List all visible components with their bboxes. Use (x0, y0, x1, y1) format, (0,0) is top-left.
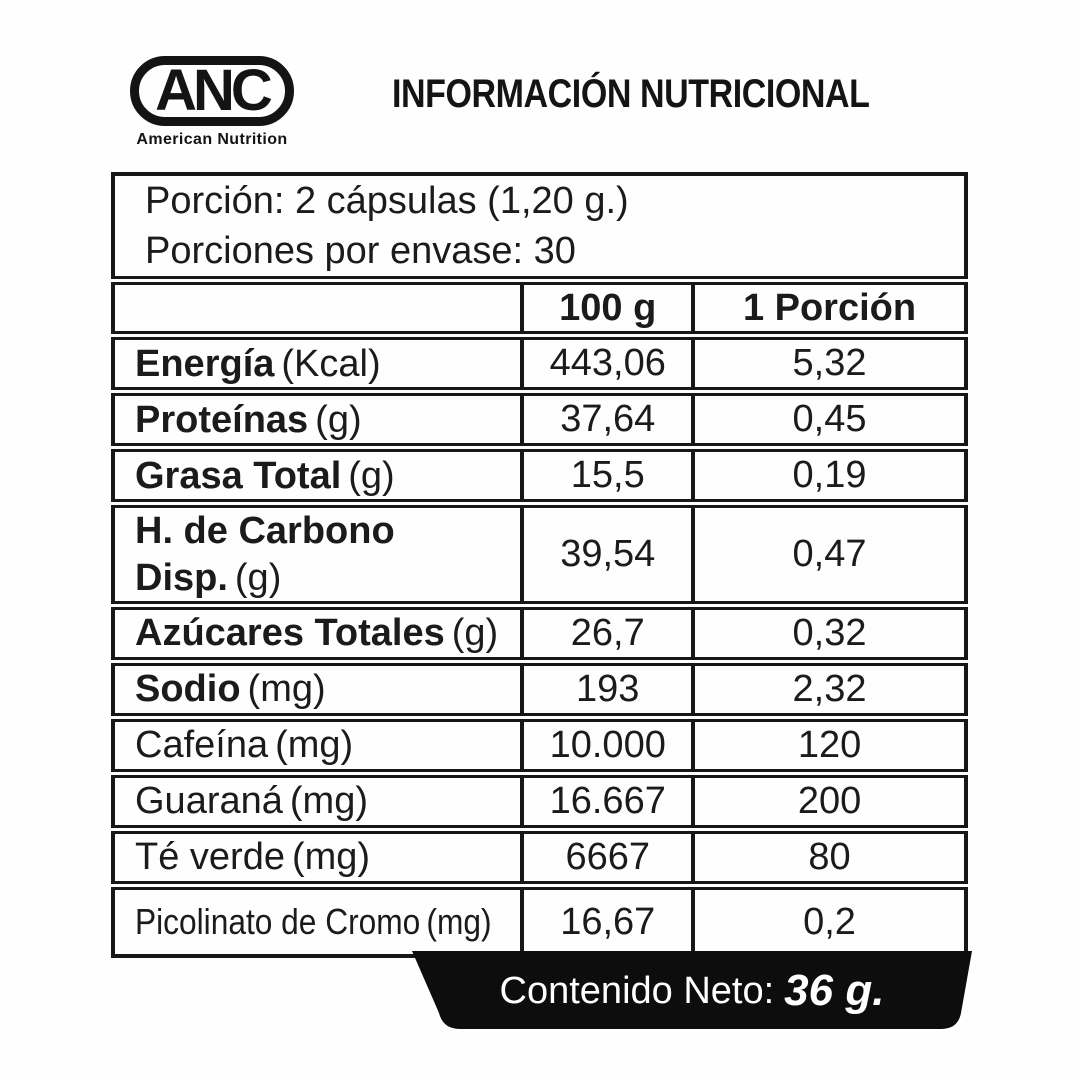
value-per-100g: 10.000 (520, 713, 696, 776)
value-per-porcion: 0,2 (691, 881, 968, 959)
table-row-sodio: Sodio (mg) 193 2,32 (110, 657, 968, 720)
value-per-100g: 193 (520, 657, 696, 720)
value-per-porcion: 0,45 (691, 387, 968, 450)
table-row-azucares-totales: Azúcares Totales (g) 26,7 0,32 (110, 601, 968, 664)
column-header-empty (110, 276, 525, 338)
value-per-100g: 16.667 (520, 769, 696, 832)
table-row-guarana: Guaraná (mg) 16.667 200 (110, 769, 968, 832)
nutrient-unit: (g) (315, 398, 362, 441)
page-title: INFORMACIÓN NUTRICIONAL (392, 72, 870, 116)
nutrient-name: Picolinato de Cromo (135, 900, 421, 942)
net-content-banner: Contenido Neto: 36 g. (412, 951, 972, 1035)
value-per-porcion: 0,19 (691, 443, 968, 506)
nutrient-unit: (mg) (247, 668, 326, 711)
nutrient-unit: (g) (234, 556, 282, 599)
logo-subtext: American Nutrition (136, 131, 288, 148)
nutrient-unit: (mg) (291, 836, 371, 879)
serving-info-row: Porción: 2 cápsulas (1,20 g.) Porciones … (111, 172, 968, 283)
nutrient-name: Energía (135, 342, 275, 385)
value-per-100g: 16,67 (520, 881, 696, 959)
value-per-porcion: 5,32 (691, 331, 968, 394)
nutrient-unit: (g) (451, 612, 499, 655)
value-per-porcion: 0,47 (691, 499, 968, 608)
nutrient-name: Grasa Total (135, 454, 342, 497)
table-row-cafeina: Cafeína (mg) 10.000 120 (110, 713, 968, 776)
value-per-porcion: 0,32 (691, 601, 968, 664)
value-per-100g: 26,7 (520, 601, 696, 664)
nutrient-unit: (mg) (289, 780, 368, 823)
table-row-h-de-carbono: H. de Carbono Disp. (g) 39,54 0,47 (110, 499, 968, 608)
value-per-100g: 6667 (520, 825, 696, 888)
value-per-porcion: 80 (691, 825, 968, 888)
nutrient-name: Guaraná (135, 780, 283, 823)
banner-shape (412, 951, 972, 1029)
value-per-porcion: 120 (691, 713, 968, 776)
table-row-energia: Energía (Kcal) 443,06 5,32 (110, 331, 968, 394)
nutrient-name: H. de Carbono Disp. (135, 510, 395, 599)
nutrient-name: Sodio (135, 668, 241, 711)
serving-size: Porción: 2 cápsulas (1,20 g.) (145, 180, 629, 222)
net-content-value: 36 g. (784, 966, 885, 1015)
table-row-picolinato: Picolinato de Cromo (mg) 16,67 0,2 (110, 881, 968, 959)
value-per-100g: 443,06 (520, 331, 696, 394)
value-per-100g: 39,54 (520, 499, 696, 608)
table-header-row: 100 g 1 Porción (110, 276, 968, 338)
column-header-100g: 100 g (520, 276, 696, 338)
servings-per-container: Porciones por envase: 30 (145, 230, 576, 273)
nutrient-name: Proteínas (135, 398, 309, 441)
column-header-porcion: 1 Porción (691, 276, 968, 338)
brand-logo: ANC American Nutrition (128, 56, 296, 149)
logo-text: ANC (153, 58, 276, 124)
value-per-porcion: 2,32 (691, 657, 968, 720)
nutrient-unit: (mg) (275, 724, 354, 767)
value-per-100g: 15,5 (520, 443, 696, 506)
table-row-proteinas: Proteínas (g) 37,64 0,45 (110, 387, 968, 450)
nutrition-table: Porción: 2 cápsulas (1,20 g.) Porciones … (110, 172, 968, 959)
nutrient-name: Té verde (135, 836, 285, 879)
net-content-label: Contenido Neto: (499, 969, 775, 1012)
nutrient-name: Cafeína (135, 724, 269, 767)
nutrient-unit: (g) (348, 454, 395, 497)
table-row-grasa-total: Grasa Total (g) 15,5 0,19 (110, 443, 968, 506)
nutrient-unit: (mg) (426, 900, 492, 942)
logo-pill-outline: ANC (130, 56, 294, 126)
value-per-porcion: 200 (691, 769, 968, 832)
nutrient-name: Azúcares Totales (135, 612, 445, 655)
nutrient-unit: (Kcal) (281, 342, 381, 385)
table-row-te-verde: Té verde (mg) 6667 80 (110, 825, 968, 888)
value-per-100g: 37,64 (520, 387, 696, 450)
